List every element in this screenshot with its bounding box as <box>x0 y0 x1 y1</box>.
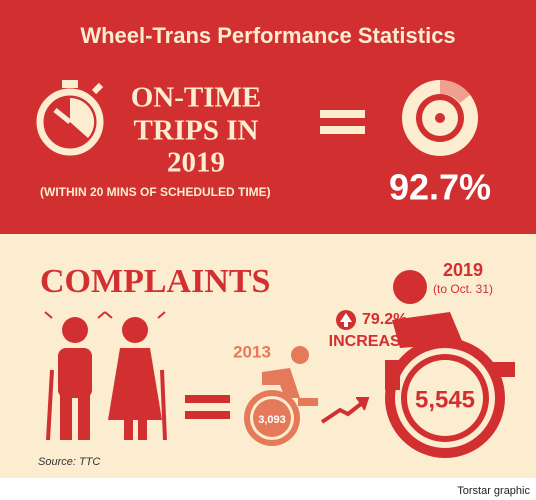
stopwatch-icon <box>36 80 104 156</box>
large-wheelchair-icon <box>385 270 515 458</box>
complaints-heading: COMPLAINTS <box>40 263 270 300</box>
credit: Torstar graphic <box>457 485 530 497</box>
count-2019: 5,545 <box>415 386 475 413</box>
period-2019: (to Oct. 31) <box>433 282 493 296</box>
trend-arrow <box>320 397 370 424</box>
on-time-heading: 2019 <box>167 147 225 179</box>
equals-sign <box>185 395 230 419</box>
on-time-note: (WITHIN 20 MINS OF SCHEDULED TIME) <box>40 185 271 199</box>
increase-icon <box>336 310 356 330</box>
title: Wheel-Trans Performance Statistics <box>80 23 455 48</box>
count-2013: 3,093 <box>258 414 286 426</box>
elderly-icon <box>44 311 167 441</box>
year-2019: 2019 <box>443 260 483 280</box>
on-time-heading: ON-TIME <box>131 82 262 114</box>
equals-sign <box>320 110 365 134</box>
year-2013: 2013 <box>233 342 271 361</box>
increase-label: INCREASE <box>329 333 412 350</box>
tire-icon <box>402 80 478 156</box>
on-time-heading: TRIPS IN <box>134 115 259 147</box>
on-time-value: 92.7% <box>389 167 491 208</box>
small-wheelchair-icon <box>244 346 318 446</box>
source: Source: TTC <box>38 456 100 468</box>
